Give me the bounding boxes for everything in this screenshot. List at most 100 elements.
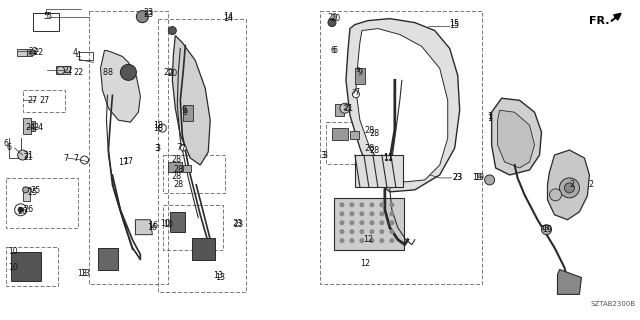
Text: 16: 16 [148,221,158,230]
Text: 28: 28 [365,126,375,135]
Circle shape [380,229,385,234]
Circle shape [328,19,336,27]
Polygon shape [11,252,40,282]
Text: 21: 21 [342,105,351,111]
Text: 3: 3 [321,150,326,160]
Text: 14: 14 [223,12,233,21]
Text: 7: 7 [355,88,360,97]
Text: 20: 20 [327,13,337,22]
Text: 22: 22 [33,48,44,57]
Polygon shape [492,98,541,175]
Circle shape [389,229,394,234]
Text: 2: 2 [569,180,574,189]
Circle shape [29,50,36,55]
Text: 28: 28 [172,156,181,164]
Circle shape [81,156,88,164]
Text: 14: 14 [223,14,233,23]
Text: 12: 12 [360,259,370,268]
Text: 13: 13 [213,271,223,280]
Bar [326,122,398,164]
Text: 27: 27 [28,96,38,105]
Circle shape [360,238,364,243]
Bar [183,165,191,172]
Text: 19: 19 [543,225,552,234]
Circle shape [550,189,561,201]
Text: 26: 26 [24,205,34,214]
Circle shape [541,225,552,235]
Text: 1: 1 [487,112,492,121]
Circle shape [360,211,364,216]
Polygon shape [99,248,118,269]
Text: 3: 3 [156,144,161,153]
Text: 7: 7 [73,154,78,163]
Circle shape [369,229,374,234]
Circle shape [380,202,385,207]
Bar [163,205,223,250]
Circle shape [339,229,344,234]
Text: 9: 9 [182,106,187,115]
Circle shape [120,64,136,80]
Text: 12: 12 [363,235,373,244]
Bar [355,68,365,84]
Text: 19: 19 [540,225,549,231]
Text: 17: 17 [124,157,134,166]
Bar [332,128,348,140]
Text: 25: 25 [28,188,38,197]
Text: 20: 20 [330,14,340,23]
Circle shape [389,202,394,207]
Circle shape [339,211,344,216]
Text: 1: 1 [487,114,492,123]
Text: 7: 7 [63,154,68,163]
Text: 17: 17 [118,158,129,167]
Bar [6,178,77,228]
Circle shape [349,220,355,225]
Circle shape [136,11,148,23]
Circle shape [360,229,364,234]
Text: 26: 26 [17,207,28,216]
Circle shape [340,103,350,113]
Circle shape [369,202,374,207]
Text: 3: 3 [155,144,160,153]
Text: 11: 11 [383,153,393,162]
Circle shape [339,238,344,243]
Text: 13: 13 [215,273,225,282]
Text: 25: 25 [31,186,41,196]
Text: 24: 24 [26,123,36,132]
Circle shape [369,238,374,243]
Text: 10: 10 [161,219,170,228]
Circle shape [369,220,374,225]
Text: 15: 15 [450,21,460,30]
Text: 28: 28 [173,180,184,189]
Polygon shape [170,212,186,232]
Bar [33,13,59,31]
Circle shape [389,220,394,225]
Polygon shape [346,19,460,192]
Text: 21: 21 [24,150,34,160]
Polygon shape [547,150,589,220]
Text: 23: 23 [233,220,243,229]
Text: 28: 28 [172,172,181,181]
Text: 8: 8 [103,68,108,77]
Bar [183,105,193,121]
Text: 5: 5 [43,12,48,21]
Circle shape [389,238,394,243]
Circle shape [180,145,186,151]
Circle shape [349,211,355,216]
Text: 22: 22 [64,66,74,75]
Circle shape [360,202,364,207]
Text: 7: 7 [351,89,356,95]
Bar [27,50,31,56]
Text: 6: 6 [332,46,337,55]
Circle shape [380,211,385,216]
Text: 4: 4 [73,48,78,57]
Text: 22: 22 [74,68,84,77]
Text: 6: 6 [330,46,335,55]
Circle shape [339,220,344,225]
Text: 10: 10 [163,220,173,229]
Circle shape [168,27,176,35]
Text: 24: 24 [33,123,44,132]
Text: 4: 4 [76,51,81,60]
Text: 21: 21 [24,153,33,162]
Circle shape [353,91,360,98]
Polygon shape [136,220,152,235]
